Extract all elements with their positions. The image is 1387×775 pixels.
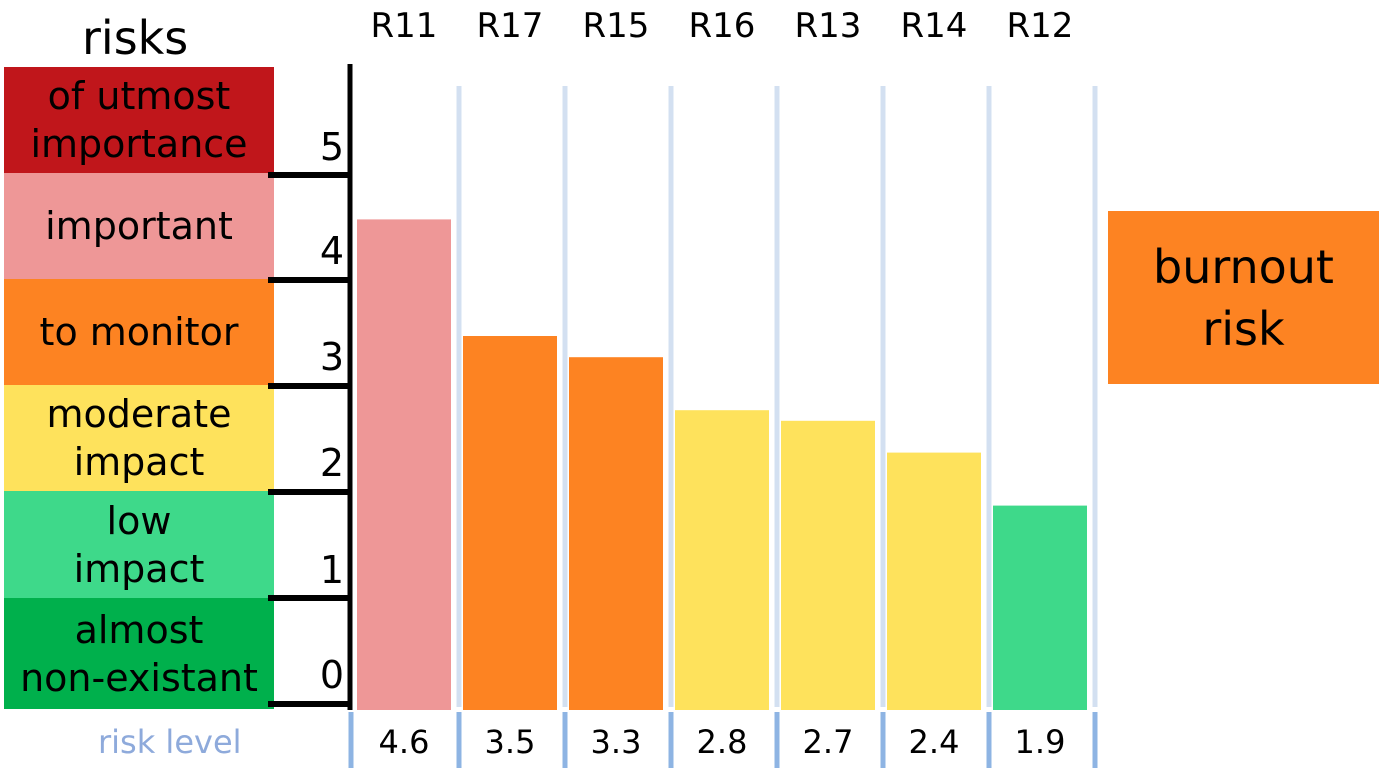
y-tick-label: 2	[319, 441, 344, 485]
bar-r15	[569, 357, 663, 710]
value-label: 3.5	[484, 723, 536, 761]
bar-r13	[781, 420, 875, 710]
y-tick-label: 1	[319, 548, 344, 592]
bar-r12	[993, 505, 1087, 710]
value-label: 1.9	[1014, 723, 1066, 761]
bar-r14	[887, 452, 981, 710]
risk-level-4: low impact	[4, 491, 274, 598]
risk-level-label: of utmost importance	[30, 74, 248, 166]
category-label: R16	[688, 6, 756, 46]
category-label: R17	[476, 6, 544, 46]
category-label: R15	[582, 6, 650, 46]
risk-level-0: of utmost importance	[4, 67, 274, 173]
risk-level-label: important	[45, 204, 233, 248]
y-tick-label: 4	[319, 229, 344, 273]
category-label: R13	[794, 6, 862, 46]
bar-r16	[675, 410, 769, 710]
value-label: 2.7	[802, 723, 854, 761]
bar-r11	[357, 219, 451, 710]
category-label: R12	[1006, 6, 1074, 46]
risk-level-label: almost non-existant	[20, 607, 258, 700]
bar-r17	[463, 336, 557, 710]
value-label: 3.3	[590, 723, 642, 761]
risk-level-1: important	[4, 173, 274, 279]
y-tick-label: 5	[319, 125, 344, 169]
category-label: R11	[370, 6, 438, 46]
risk-level-label: risk level	[98, 723, 242, 761]
risk-level-label: moderate impact	[46, 392, 232, 484]
risk-level-3: moderate impact	[4, 385, 274, 491]
risk-level-2: to monitor	[4, 279, 274, 385]
risk-level-5: almost non-existant	[4, 598, 274, 709]
value-label: 4.6	[378, 723, 430, 761]
burnout-risk-label: burnout risk	[1153, 239, 1334, 356]
value-label: 2.8	[696, 723, 748, 761]
burnout-risk-panel: burnout risk	[1108, 211, 1379, 384]
category-label: R14	[900, 6, 968, 46]
value-label: 2.4	[908, 723, 960, 761]
y-tick-label: 3	[319, 335, 344, 379]
risk-level-label: low impact	[73, 498, 205, 591]
y-tick-label: 0	[319, 653, 344, 697]
risk-level-label: to monitor	[39, 310, 239, 354]
legend-title: risks	[82, 11, 189, 65]
